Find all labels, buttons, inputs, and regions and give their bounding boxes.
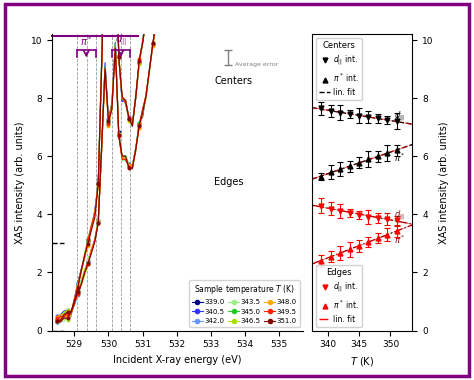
Text: $d_{||}$: $d_{||}$ <box>393 209 404 223</box>
Text: $\pi^*$: $\pi^*$ <box>393 152 405 164</box>
X-axis label: Incident X-ray energy (eV): Incident X-ray energy (eV) <box>113 355 242 365</box>
Legend: 339.0, 340.5, 342.0, 343.5, 345.0, 346.5, 348.0, 349.5, 351.0: 339.0, 340.5, 342.0, 343.5, 345.0, 346.5… <box>189 280 300 327</box>
Text: $\pi^*$: $\pi^*$ <box>80 34 93 48</box>
Text: Centers: Centers <box>214 76 252 86</box>
Text: $d_{||}$: $d_{||}$ <box>115 32 127 48</box>
Text: Average error: Average error <box>235 62 278 67</box>
Text: $d_{||}$: $d_{||}$ <box>393 110 404 124</box>
Y-axis label: XAS intensity (arb. units): XAS intensity (arb. units) <box>439 121 449 244</box>
X-axis label: $T$ (K): $T$ (K) <box>350 355 374 368</box>
Legend: $d_{||}$ int., $\pi^*$ int., lin. fit: $d_{||}$ int., $\pi^*$ int., lin. fit <box>316 265 362 327</box>
Text: $\pi^*$: $\pi^*$ <box>393 233 405 245</box>
Y-axis label: XAS intensity (arb. units): XAS intensity (arb. units) <box>15 121 26 244</box>
Text: Edges: Edges <box>214 177 244 187</box>
